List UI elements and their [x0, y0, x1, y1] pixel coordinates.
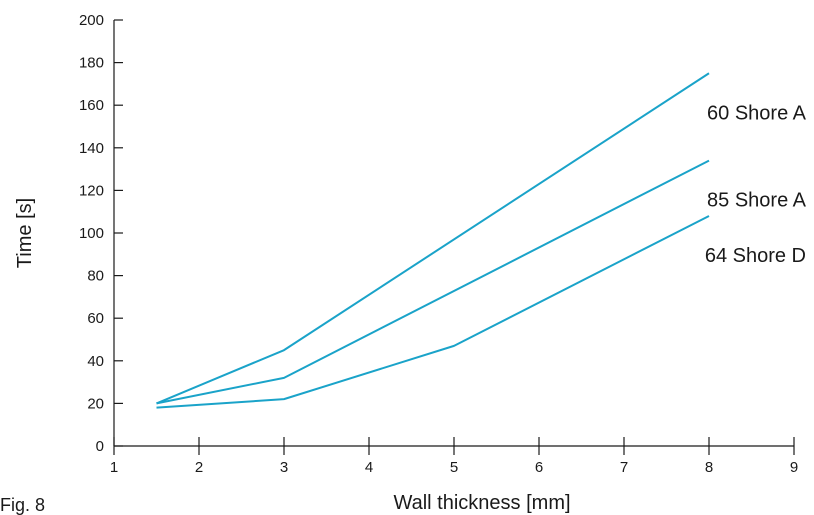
y-ticks: 0 20 40 60 80 100 120 140 160 180 200 [79, 12, 123, 455]
series-label: 85 Shore A [707, 190, 807, 212]
y-tick-label: 0 [96, 438, 104, 455]
x-tick-label: 3 [280, 459, 288, 476]
y-tick-label: 100 [79, 225, 104, 242]
axes: 1 2 3 4 5 6 7 8 9 0 20 40 60 80 100 120 140 160 180 200 [79, 12, 798, 476]
y-tick-label: 140 [79, 140, 104, 157]
y-tick-label: 200 [79, 12, 104, 29]
x-ticks: 1 2 3 4 5 6 7 8 9 [110, 437, 798, 476]
x-axis-title: Wall thickness [mm] [393, 492, 570, 514]
x-tick-label: 8 [705, 459, 713, 476]
y-tick-label: 20 [87, 395, 104, 412]
x-tick-label: 9 [790, 459, 798, 476]
series-line [156, 159, 710, 405]
series-line [156, 72, 710, 405]
y-tick-label: 120 [79, 182, 104, 199]
x-tick-label: 4 [365, 459, 373, 476]
x-tick-label: 2 [195, 459, 203, 476]
series-lines [156, 72, 710, 409]
series-label: 64 Shore D [705, 245, 806, 267]
series-label: 60 Shore A [707, 102, 807, 124]
series-line [156, 215, 710, 409]
x-tick-label: 6 [535, 459, 543, 476]
y-tick-label: 40 [87, 353, 104, 370]
x-tick-label: 5 [450, 459, 458, 476]
x-tick-label: 1 [110, 459, 118, 476]
y-tick-label: 60 [87, 310, 104, 327]
figure-label: Fig. 8 [0, 495, 45, 515]
y-tick-label: 80 [87, 268, 104, 285]
y-axis-title: Time [s] [14, 198, 36, 268]
y-tick-label: 180 [79, 55, 104, 72]
y-tick-label: 160 [79, 97, 104, 114]
series-labels: 60 Shore A 85 Shore A 64 Shore D [705, 102, 807, 267]
x-tick-label: 7 [620, 459, 628, 476]
